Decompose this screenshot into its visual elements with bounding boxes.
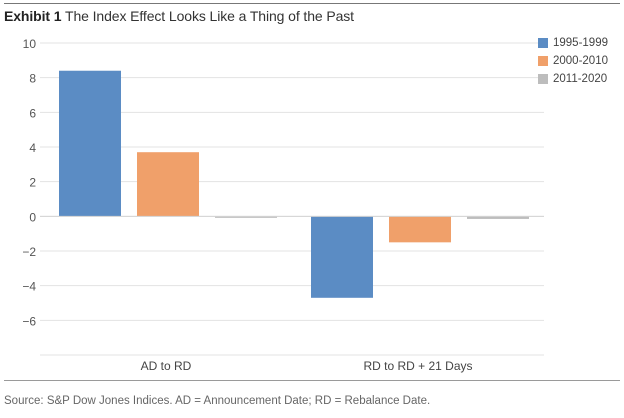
y-tick-label: 8	[29, 72, 36, 86]
bar	[215, 216, 277, 218]
chart-title: Exhibit 1 The Index Effect Looks Like a …	[4, 8, 354, 24]
y-axis-tick-labels: 10 8 6 4 2 0 −2 −4 −6	[22, 37, 36, 328]
x-category-label: AD to RD	[141, 359, 192, 373]
legend-item: 1995-1999	[538, 34, 608, 52]
legend-item: 2000-2010	[538, 52, 608, 70]
y-tick-label: 2	[29, 176, 36, 190]
bottom-rule	[4, 380, 620, 381]
source-note: Source: S&P Dow Jones Indices. AD = Anno…	[4, 395, 431, 407]
exhibit-label: Exhibit 1	[4, 8, 62, 24]
legend-label: 1995-1999	[553, 37, 608, 49]
legend-swatch	[538, 56, 548, 66]
y-tick-label: 0	[29, 210, 36, 224]
legend-swatch	[538, 38, 548, 48]
y-tick-label: 10	[23, 37, 37, 51]
top-rule	[4, 3, 620, 4]
legend-label: 2011-2020	[553, 73, 608, 85]
title-text: The Index Effect Looks Like a Thing of t…	[65, 8, 354, 24]
legend: 1995-1999 2000-2010 2011-2020	[538, 34, 608, 88]
y-tick-label: 6	[29, 106, 36, 120]
y-tick-label: 4	[29, 141, 36, 155]
bars	[59, 70, 529, 298]
bar	[137, 152, 199, 217]
y-tick-label: −2	[22, 245, 36, 259]
bar	[311, 216, 373, 298]
bar	[59, 70, 121, 217]
gridlines	[40, 42, 544, 356]
y-tick-label: −4	[22, 280, 36, 294]
bar	[467, 216, 529, 219]
y-tick-label: −6	[22, 314, 36, 328]
legend-label: 2000-2010	[553, 55, 608, 67]
x-axis-category-labels: AD to RD RD to RD + 21 Days	[141, 359, 473, 373]
legend-item: 2011-2020	[538, 70, 608, 88]
legend-swatch	[538, 74, 548, 84]
bar	[389, 216, 451, 243]
x-category-label: RD to RD + 21 Days	[363, 359, 472, 373]
